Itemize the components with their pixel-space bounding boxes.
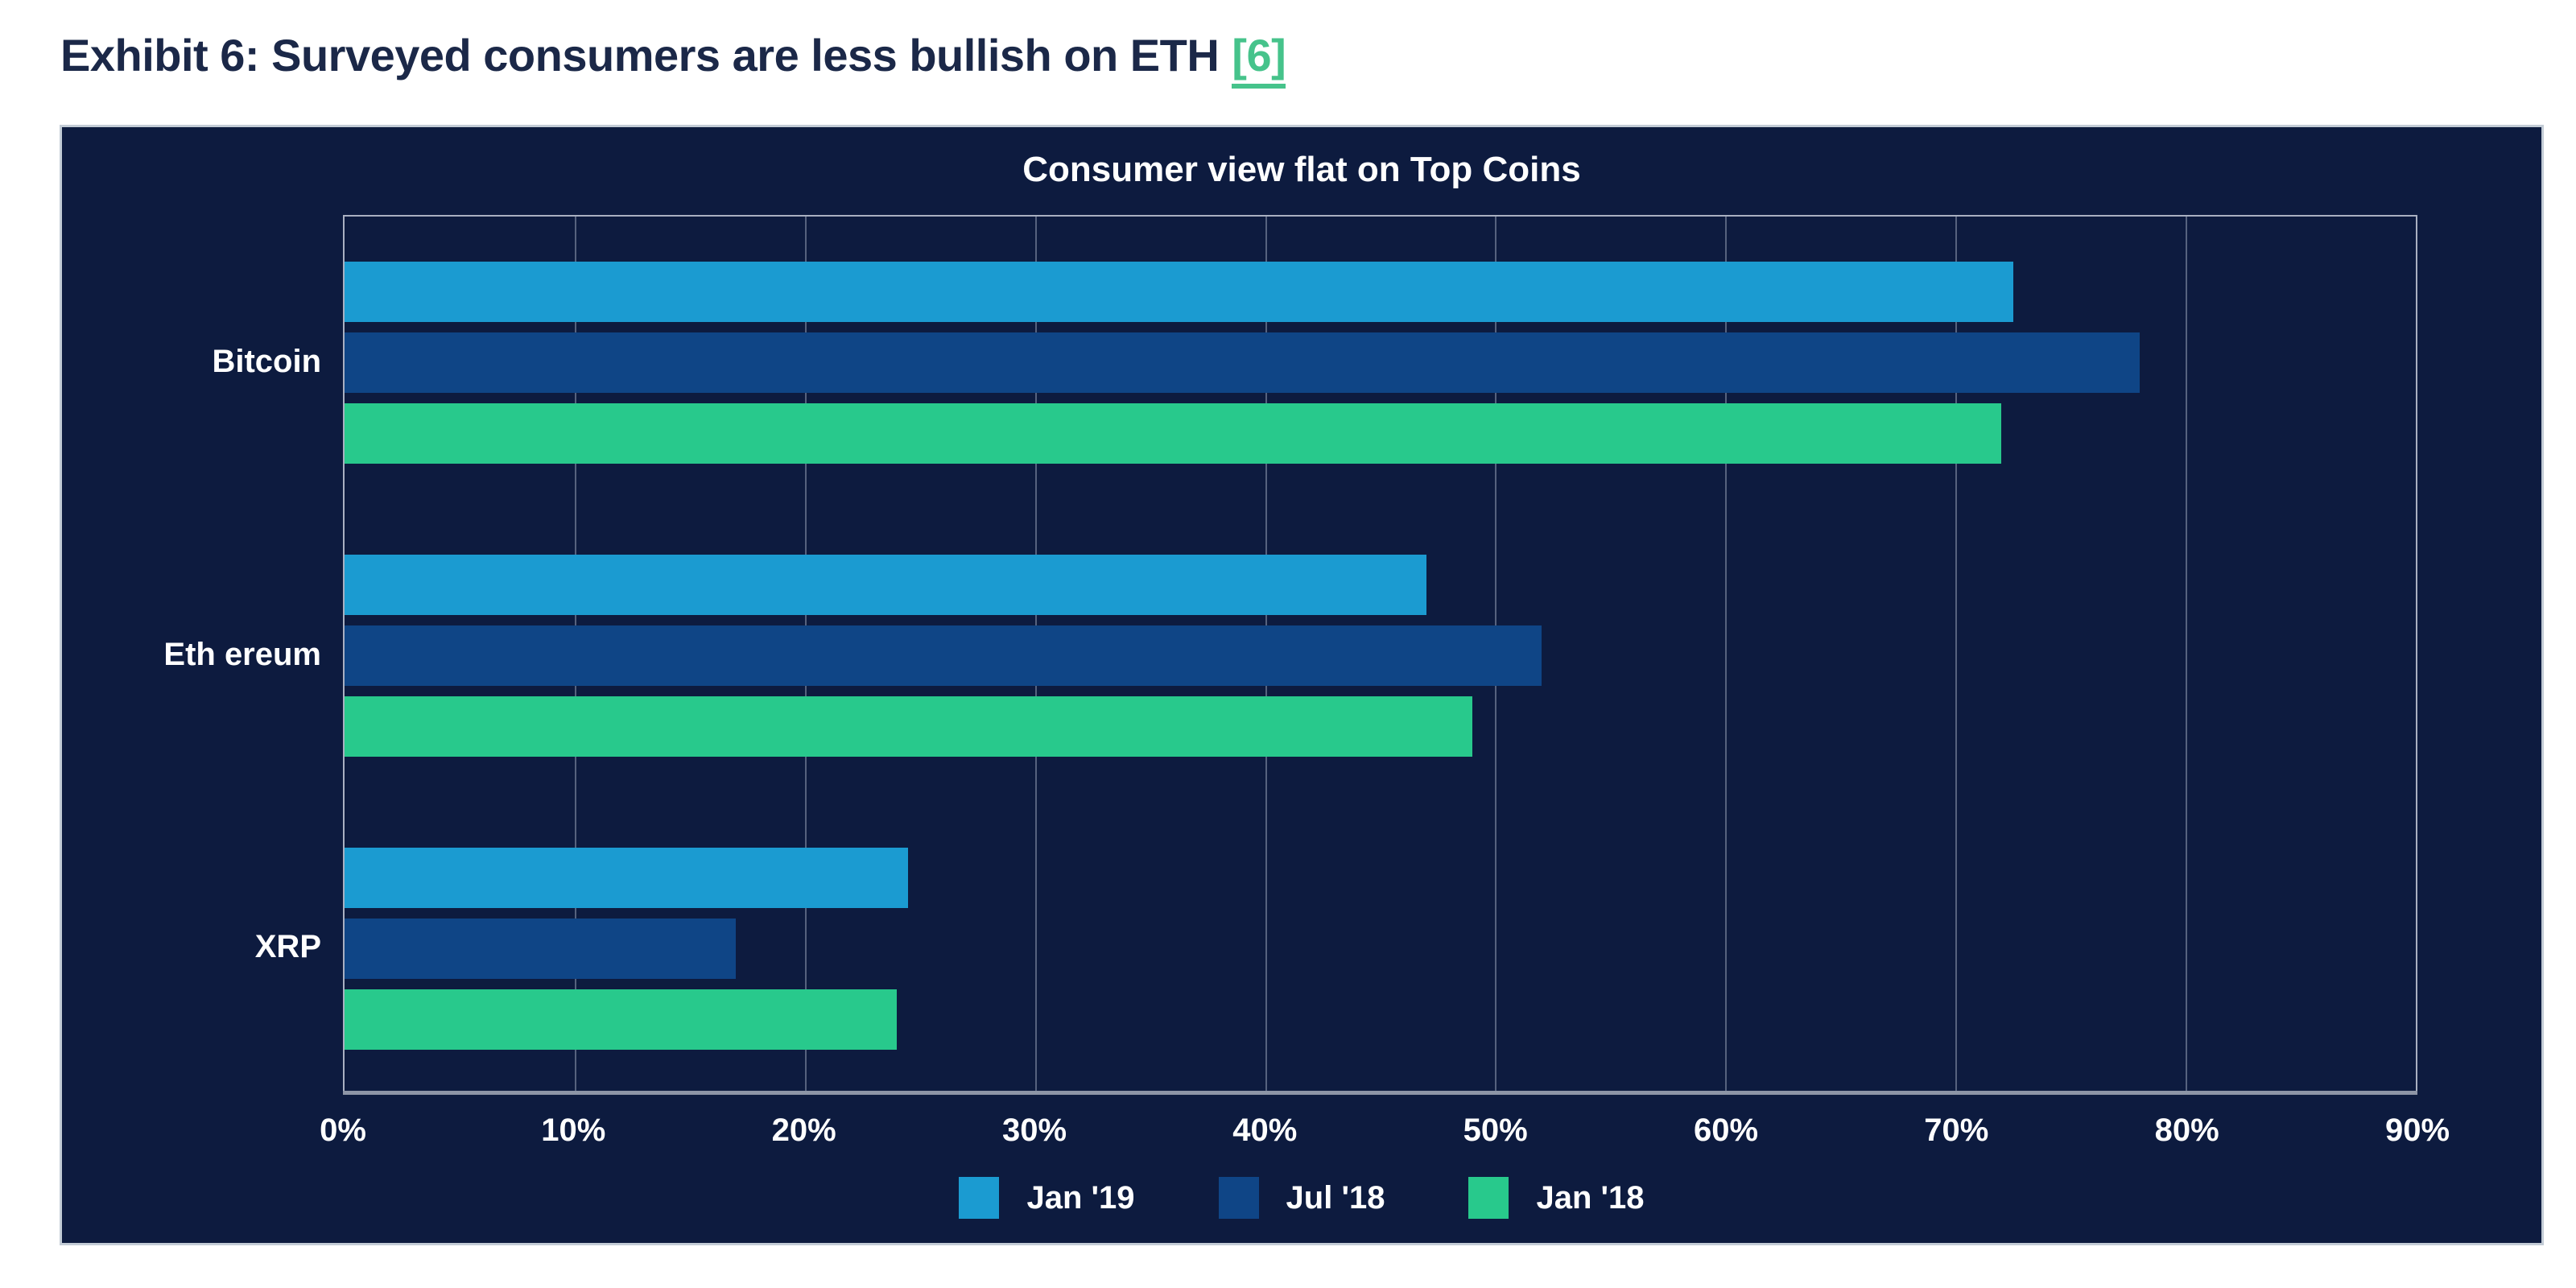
category-label-xrp: XRP [254,929,321,965]
category-label-bitcoin: Bitcoin [212,343,321,379]
x-tick-label-60: 60% [1693,1113,1759,1148]
legend-swatch-jul-18 [1218,1177,1259,1219]
legend-swatch-jan-19 [959,1177,1000,1219]
category-labels: Bitcoin Eth ereum XRP [62,215,321,1093]
gridline-70 [1955,217,1958,1092]
plot-area [343,215,2417,1095]
x-tick-label-70: 70% [1924,1113,1989,1148]
x-tick-label-40: 40% [1232,1113,1298,1148]
gridline-80 [2186,217,2188,1092]
x-tick-label-10: 10% [541,1113,606,1148]
bar-eth-ereum-jul-18 [345,625,1542,686]
legend-item-jan-19: Jan '19 [959,1177,1135,1219]
legend-label-jan-18: Jan '18 [1536,1179,1645,1216]
gridline-60 [1725,217,1728,1092]
legend-item-jan-18: Jan '18 [1468,1177,1645,1219]
x-tick-label-80: 80% [2154,1113,2219,1148]
x-tick-label-30: 30% [1001,1113,1067,1148]
x-axis-line [343,1091,2417,1095]
x-tick-label-50: 50% [1463,1113,1528,1148]
legend: Jan '19 Jul '18 Jan '18 [62,1174,2541,1222]
legend-item-jul-18: Jul '18 [1218,1177,1385,1219]
bar-bitcoin-jan-19 [345,262,2013,323]
legend-label-jul-18: Jul '18 [1286,1179,1385,1216]
x-tick-label-0: 0% [320,1113,366,1148]
chart-panel: Consumer view flat on Top Coins Bitcoin E… [60,125,2544,1245]
legend-swatch-jan-18 [1468,1177,1509,1219]
bar-eth-ereum-jan-19 [345,555,1426,615]
x-tick-labels: 0% 10% 20% 30% 40% 50% 60% 70% 80% 90% [320,1111,2450,1159]
exhibit-heading-text: Exhibit 6: Surveyed consumers are less b… [60,30,1220,80]
exhibit-heading: Exhibit 6: Surveyed consumers are less b… [60,29,1286,89]
legend-label-jan-19: Jan '19 [1026,1179,1135,1216]
x-tick-label-90: 90% [2384,1113,2450,1148]
chart-title: Consumer view flat on Top Coins [1022,150,1581,189]
bar-xrp-jan-18 [345,989,898,1050]
bar-eth-ereum-jan-18 [345,696,1472,757]
bar-xrp-jul-18 [345,918,736,979]
reference-link[interactable]: [6] [1232,30,1286,89]
bar-bitcoin-jan-18 [345,403,2002,464]
x-tick-label-20: 20% [771,1113,836,1148]
category-label-eth-ereum: Eth ereum [163,636,321,672]
bar-bitcoin-jul-18 [345,332,2140,394]
bar-xrp-jan-19 [345,847,909,908]
